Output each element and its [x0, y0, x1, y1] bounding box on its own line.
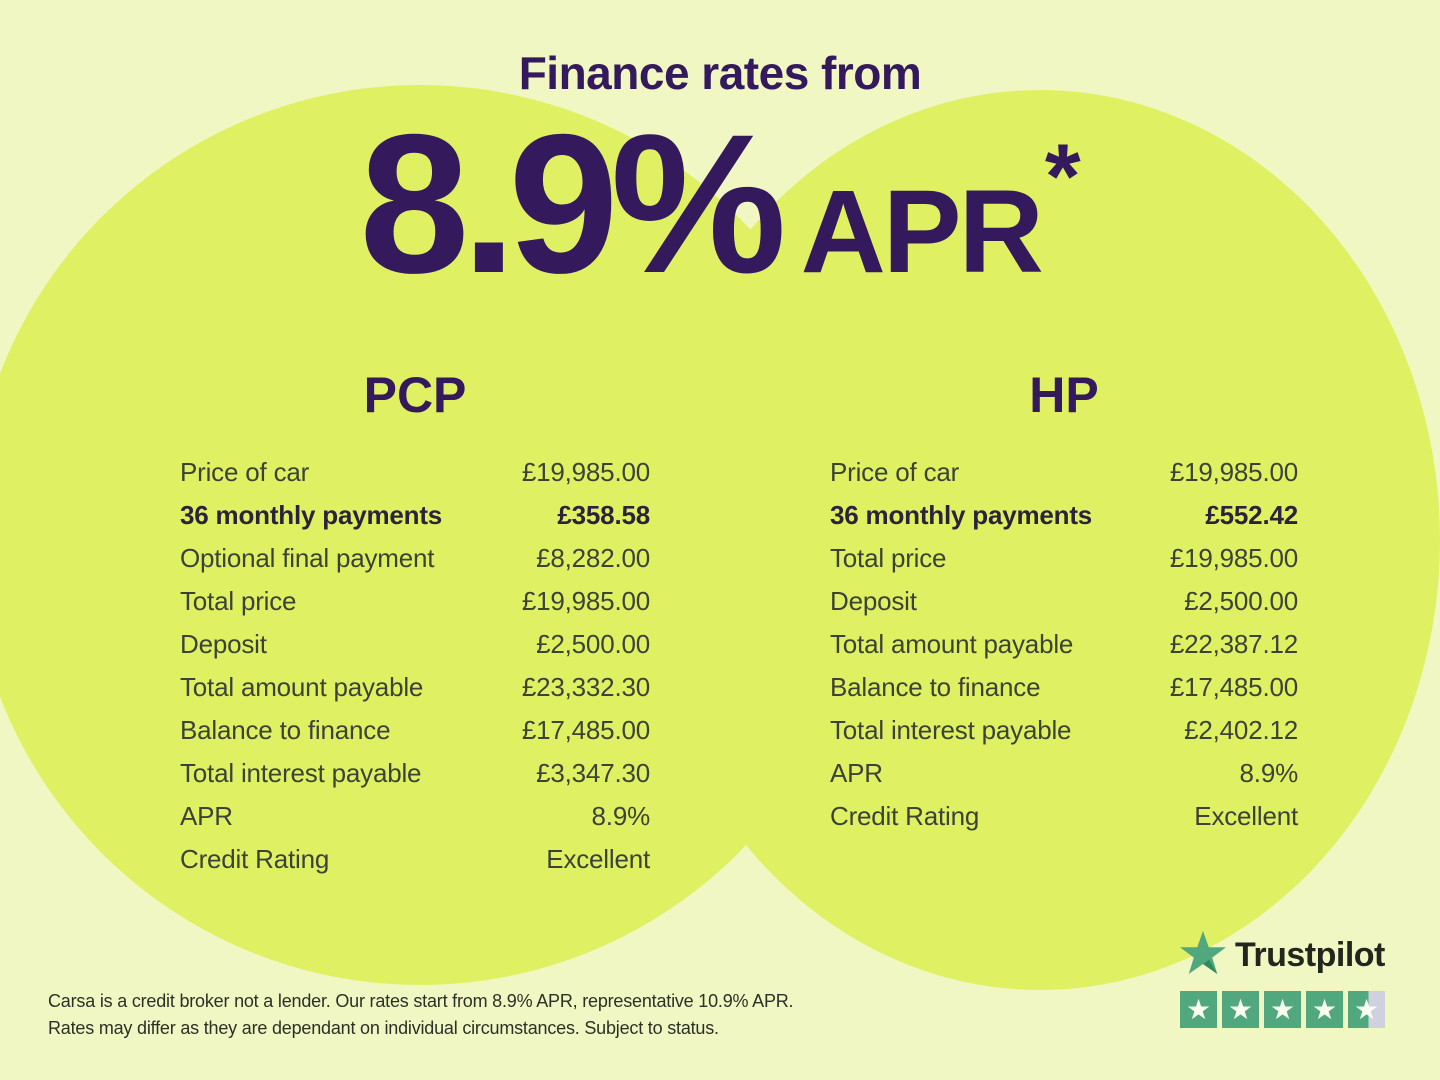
row-label: APR: [830, 758, 883, 788]
pcp-rows: Price of car £19,985.00 36 monthly payment…: [180, 451, 650, 881]
finance-row: Total amount payable £23,332.30: [180, 666, 650, 709]
row-label: Credit Rating: [180, 844, 330, 874]
row-value: £19,985.00: [1169, 543, 1298, 573]
row-value: £23,332.30: [521, 672, 650, 702]
row-value: 8.9%: [591, 801, 651, 831]
disclaimer-text: Carsa is a credit broker not a lender. O…: [48, 988, 828, 1042]
row-label: Total interest payable: [180, 758, 422, 788]
finance-row: Deposit £2,500.00: [830, 580, 1298, 623]
finance-row: Total amount payable £22,387.12: [830, 623, 1298, 666]
row-label: Deposit: [830, 586, 917, 616]
disclaimer-line-2: Rates may differ as they are dependant o…: [48, 1018, 719, 1038]
finance-row: Total interest payable £3,347.30: [180, 752, 650, 795]
row-value: £552.42: [1205, 500, 1298, 530]
finance-row: Credit Rating Excellent: [830, 795, 1298, 838]
hp-title: HP: [1029, 367, 1099, 423]
row-label: 36 monthly payments: [830, 500, 1093, 530]
finance-row: APR 8.9%: [180, 795, 650, 838]
star-icon: ★: [1269, 992, 1296, 1026]
row-label: Price of car: [180, 457, 310, 487]
finance-row: Optional final payment £8,282.00: [180, 537, 650, 580]
hp-column: HP Price of car £19,985.00 36 monthly paym…: [830, 370, 1298, 838]
hero-rate: 8.9% APR*: [0, 105, 1440, 303]
row-label: Balance to finance: [830, 672, 1041, 702]
row-value: £19,985.00: [521, 586, 650, 616]
row-label: Total amount payable: [180, 672, 424, 702]
finance-row: APR 8.9%: [830, 752, 1298, 795]
trustpilot-rating-stars: ★ ★ ★ ★ ★: [1180, 991, 1385, 1028]
finance-row: Total price £19,985.00: [830, 537, 1298, 580]
star-box-full: ★: [1180, 991, 1217, 1028]
finance-row: Total price £19,985.00: [180, 580, 650, 623]
disclaimer-line-1: Carsa is a credit broker not a lender. O…: [48, 991, 794, 1011]
row-label: Deposit: [180, 629, 267, 659]
row-value: £2,402.12: [1184, 715, 1298, 745]
star-box-full: ★: [1222, 991, 1259, 1028]
finance-row: Balance to finance £17,485.00: [830, 666, 1298, 709]
rate-number: 8.9%: [359, 93, 786, 314]
star-icon: ★: [1227, 992, 1254, 1026]
trustpilot-block: Trustpilot ★ ★ ★ ★ ★: [1180, 930, 1385, 1028]
finance-row: Credit Rating Excellent: [180, 838, 650, 881]
star-icon: ★: [1185, 992, 1212, 1026]
row-label: Credit Rating: [830, 801, 980, 831]
row-label: APR: [180, 801, 233, 831]
finance-row: Total interest payable £2,402.12: [830, 709, 1298, 752]
rate-unit: APR: [800, 166, 1044, 298]
row-value: £22,387.12: [1169, 629, 1298, 659]
star-box-full: ★: [1264, 991, 1301, 1028]
row-label: Total price: [180, 586, 297, 616]
row-label: Optional final payment: [180, 543, 435, 573]
right-green-circle: [640, 90, 1440, 990]
row-value: £19,985.00: [1169, 457, 1298, 487]
row-value: £3,347.30: [536, 758, 650, 788]
star-box-half: ★: [1348, 991, 1385, 1028]
row-value: £8,282.00: [536, 543, 650, 573]
pcp-column: PCP Price of car £19,985.00 36 monthly pay…: [180, 370, 650, 881]
row-label: 36 monthly payments: [180, 500, 443, 530]
finance-row: Deposit £2,500.00: [180, 623, 650, 666]
row-value: £2,500.00: [536, 629, 650, 659]
finance-row: 36 monthly payments £358.58: [180, 494, 650, 537]
rate-asterisk: *: [1044, 126, 1081, 228]
row-value: Excellent: [1194, 801, 1298, 831]
pcp-title: PCP: [363, 367, 467, 423]
finance-row: Balance to finance £17,485.00: [180, 709, 650, 752]
row-value: Excellent: [546, 844, 650, 874]
row-value: £19,985.00: [521, 457, 650, 487]
star-icon: ★: [1311, 992, 1338, 1026]
row-value: £17,485.00: [521, 715, 650, 745]
star-box-full: ★: [1306, 991, 1343, 1028]
finance-row: Price of car £19,985.00: [180, 451, 650, 494]
trustpilot-star-icon: [1180, 930, 1226, 981]
row-label: Total price: [830, 543, 947, 573]
row-label: Price of car: [830, 457, 960, 487]
row-value: £358.58: [557, 500, 650, 530]
row-value: £17,485.00: [1169, 672, 1298, 702]
row-label: Total amount payable: [830, 629, 1074, 659]
row-label: Total interest payable: [830, 715, 1072, 745]
trustpilot-logo-row: Trustpilot: [1180, 930, 1385, 981]
row-label: Balance to finance: [180, 715, 391, 745]
finance-row: 36 monthly payments £552.42: [830, 494, 1298, 537]
row-value: 8.9%: [1239, 758, 1299, 788]
row-value: £2,500.00: [1184, 586, 1298, 616]
trustpilot-brand-name: Trustpilot: [1235, 936, 1385, 974]
star-icon: ★: [1353, 992, 1380, 1026]
hero-title: Finance rates from: [518, 47, 922, 99]
hp-rows: Price of car £19,985.00 36 monthly payment…: [830, 451, 1298, 838]
finance-row: Price of car £19,985.00: [830, 451, 1298, 494]
